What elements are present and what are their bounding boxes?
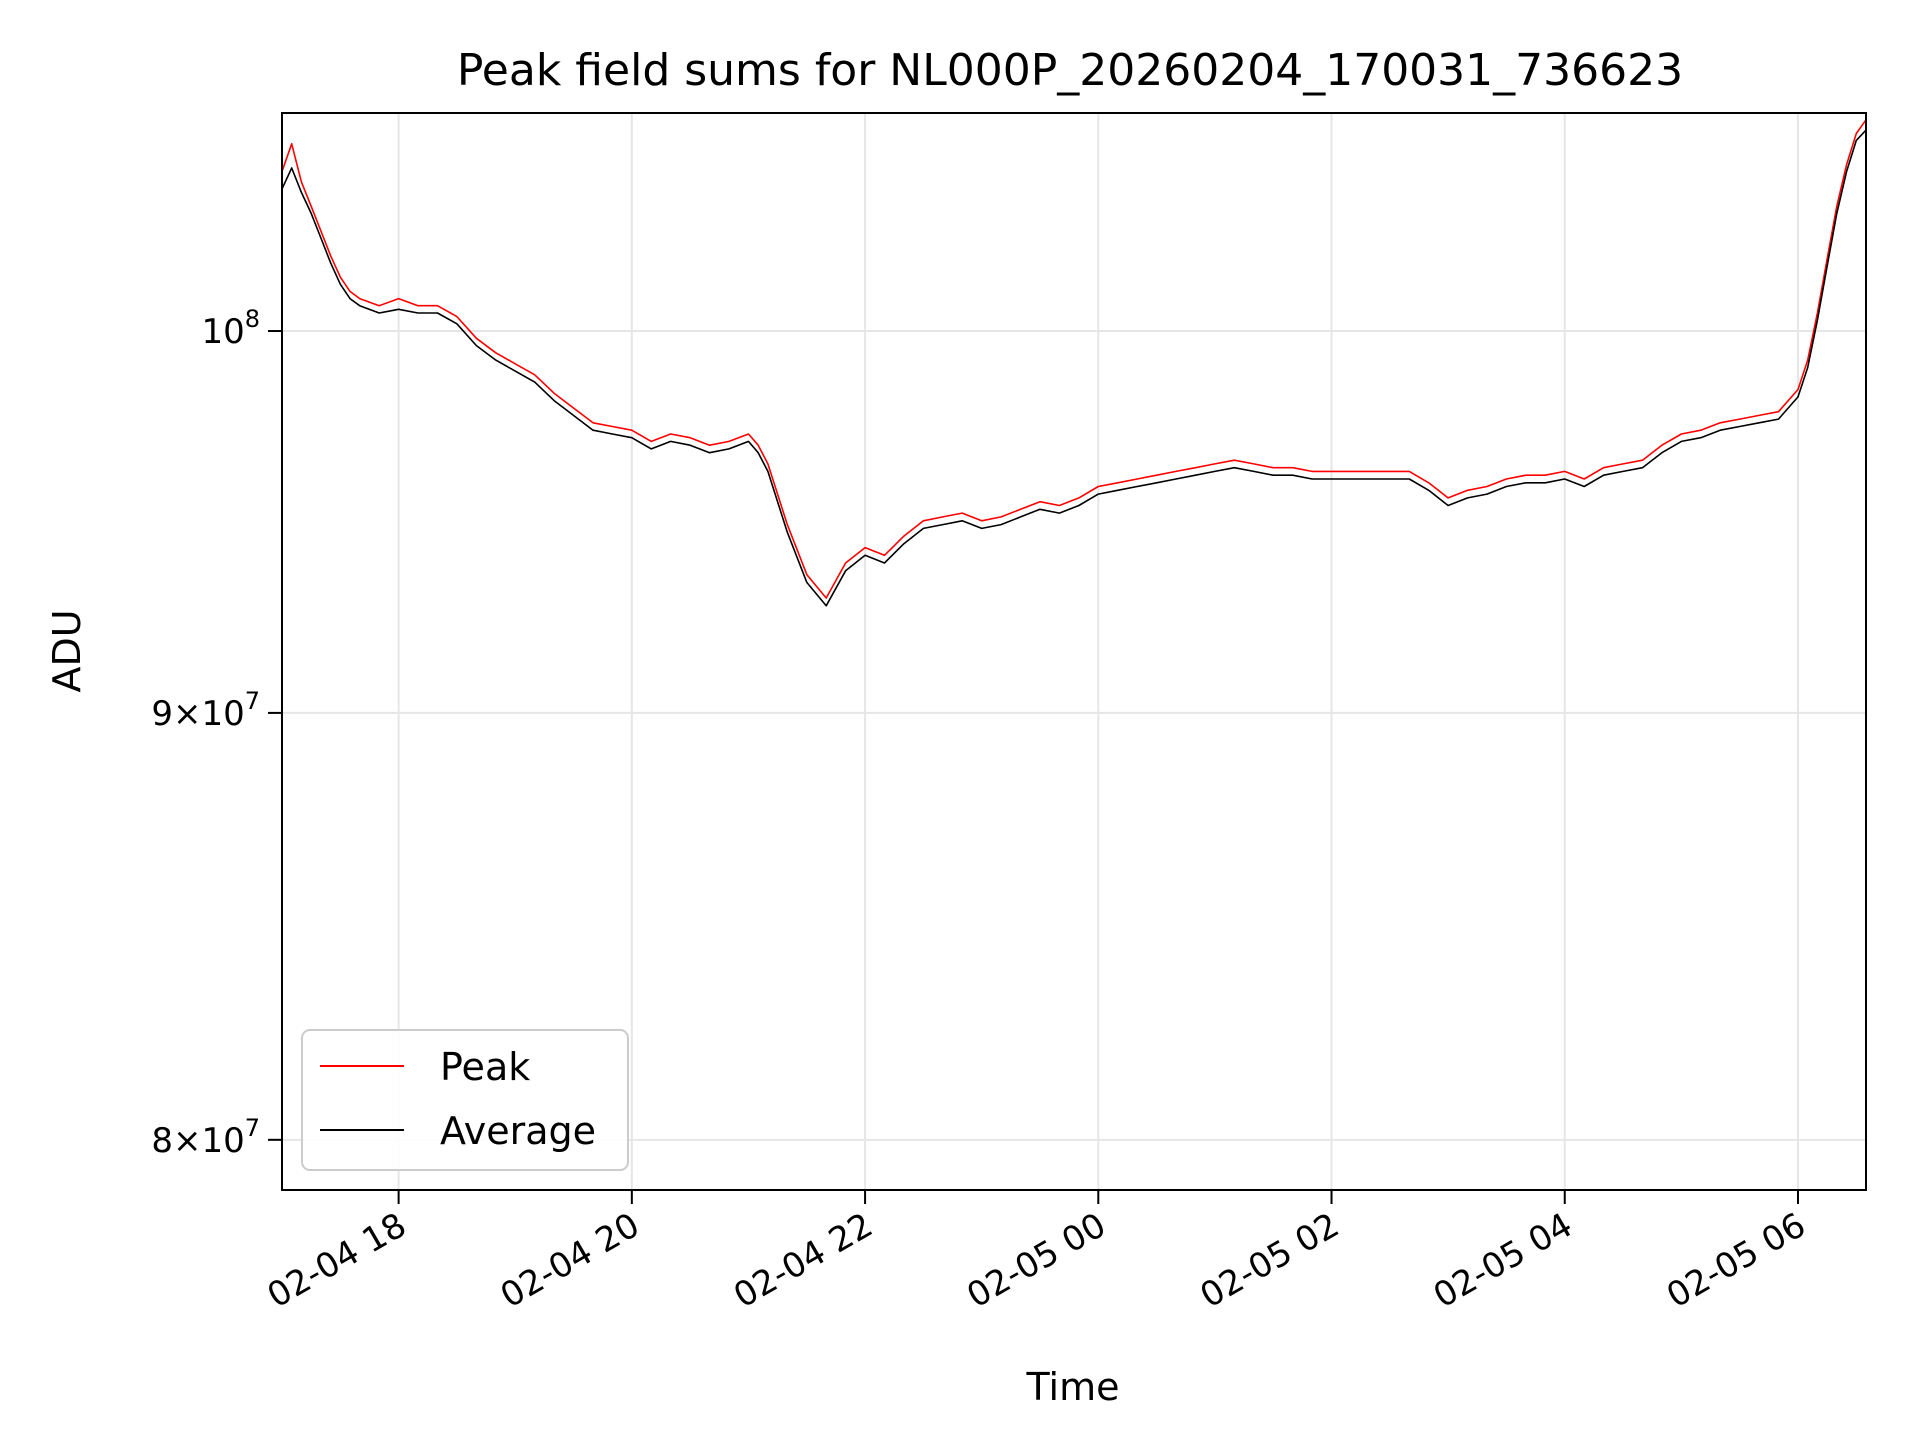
series-line-peak	[281, 119, 1867, 599]
series-layer	[281, 119, 1867, 607]
series-line-average	[281, 129, 1867, 607]
legend-label-peak: Peak	[440, 1045, 530, 1089]
y-tick-label: 9×107	[151, 687, 260, 734]
x-axis-label: Time	[1026, 1365, 1120, 1409]
y-axis-label: ADU	[45, 609, 89, 692]
y-axis: 8×107 9×107 108	[151, 305, 282, 1161]
plot-frame	[281, 112, 1867, 1191]
y-tick-label: 8×107	[151, 1114, 260, 1161]
grid	[282, 113, 1866, 1190]
chart-title: Peak field sums for NL000P_20260204_1700…	[457, 45, 1683, 96]
legend: Peak Average	[301, 1029, 629, 1171]
legend-label-average: Average	[440, 1109, 596, 1153]
y-tick-label: 108	[201, 305, 260, 352]
